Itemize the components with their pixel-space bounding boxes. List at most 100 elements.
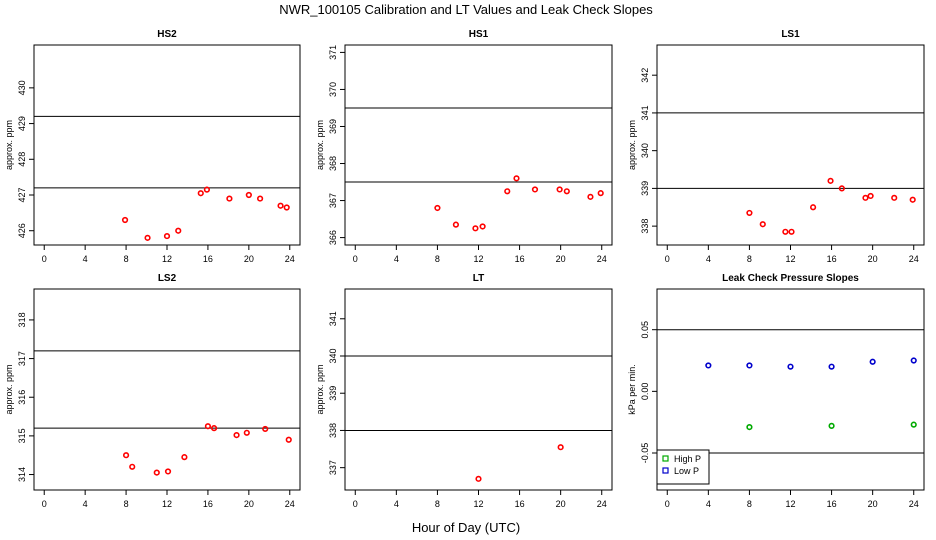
y-tick-label: 366	[328, 230, 338, 245]
x-tick-label: 16	[827, 254, 837, 264]
panel-title: LT	[473, 273, 484, 284]
y-axis-label: approx. ppm	[4, 120, 14, 170]
data-point	[563, 188, 570, 195]
data-point	[597, 190, 604, 197]
y-tick-label: 318	[17, 312, 27, 327]
panel-title: LS1	[781, 29, 800, 40]
x-tick-label: 12	[785, 499, 795, 509]
x-axis-label: Hour of Day (UTC)	[412, 520, 520, 535]
x-tick-label: 20	[868, 254, 878, 264]
data-point	[909, 196, 916, 203]
x-tick-label: 4	[706, 499, 711, 509]
data-point	[809, 204, 817, 211]
y-tick-label: 430	[17, 80, 27, 95]
data-point	[782, 228, 789, 235]
data-point	[787, 363, 794, 370]
data-point	[475, 475, 482, 482]
x-tick-label: 12	[473, 499, 483, 509]
data-point	[204, 423, 212, 430]
data-point	[867, 192, 874, 200]
y-tick-label: -0.05	[640, 443, 650, 464]
data-point	[203, 186, 210, 193]
x-tick-label: 8	[124, 499, 129, 509]
panel-4: LS2 0 4 8 12 16 20 24 314 315 316 317 318 approx. ppm	[4, 273, 301, 509]
data-point	[746, 362, 753, 369]
data-point	[531, 186, 539, 193]
x-tick-label: 4	[394, 499, 399, 509]
data-point	[210, 425, 218, 432]
data-point	[788, 228, 795, 235]
plot-frame	[33, 288, 301, 491]
x-tick-label: 24	[909, 499, 919, 509]
data-point	[175, 227, 182, 234]
data-point	[181, 454, 188, 461]
data-point	[910, 357, 917, 364]
legend-label: High P	[674, 454, 701, 464]
panel-title: HS1	[469, 29, 489, 40]
data-point	[164, 468, 172, 475]
plot-frame	[656, 44, 925, 246]
data-point	[557, 444, 564, 451]
legend-label: Low P	[674, 466, 699, 476]
data-point	[226, 195, 233, 202]
data-point	[862, 194, 869, 201]
data-point	[243, 429, 250, 436]
y-tick-label: 0.00	[640, 383, 650, 401]
data-point	[828, 422, 835, 429]
x-tick-label: 4	[706, 254, 711, 264]
x-tick-label: 4	[83, 254, 88, 264]
chart-legend: High P Low P	[656, 449, 710, 485]
data-point	[759, 221, 766, 228]
chart-panels: HS2 0 4 8 12 16 20 24 426 427 428 429 430 approx. ppm…	[4, 29, 925, 509]
data-point	[121, 216, 129, 224]
data-point	[479, 223, 486, 230]
y-axis-label: approx. ppm	[315, 364, 325, 414]
y-tick-label: 368	[328, 156, 338, 171]
x-tick-label: 0	[42, 499, 47, 509]
data-point	[245, 191, 252, 199]
y-tick-label: 340	[640, 143, 650, 158]
data-point	[283, 204, 290, 211]
x-tick-label: 24	[597, 254, 607, 264]
y-tick-label: 341	[640, 105, 650, 120]
y-axis-label: approx. ppm	[4, 364, 14, 414]
legend-marker	[662, 455, 669, 462]
data-point	[705, 362, 712, 369]
x-tick-label: 12	[162, 254, 172, 264]
x-tick-label: 8	[747, 499, 752, 509]
x-tick-label: 20	[556, 254, 566, 264]
x-tick-label: 0	[353, 499, 358, 509]
data-point	[277, 202, 284, 209]
data-point	[262, 425, 269, 433]
y-tick-label: 316	[17, 390, 27, 405]
x-tick-label: 16	[515, 499, 525, 509]
data-point	[257, 195, 264, 202]
data-point	[153, 469, 160, 476]
x-tick-label: 8	[124, 254, 129, 264]
x-tick-label: 16	[515, 254, 525, 264]
x-tick-label: 20	[556, 499, 566, 509]
y-tick-label: 341	[328, 311, 338, 326]
data-point	[233, 432, 240, 439]
x-tick-label: 0	[353, 254, 358, 264]
y-axis-label: kPa per min.	[627, 364, 637, 415]
plot-frame	[33, 44, 301, 246]
y-axis-label: approx. ppm	[315, 120, 325, 170]
y-tick-label: 367	[328, 193, 338, 208]
x-tick-label: 8	[435, 254, 440, 264]
data-point	[285, 436, 292, 443]
y-tick-label: 426	[17, 223, 27, 238]
y-axis-label: approx. ppm	[627, 120, 637, 170]
y-tick-label: 369	[328, 119, 338, 134]
x-tick-label: 4	[83, 499, 88, 509]
x-tick-label: 0	[42, 254, 47, 264]
x-tick-label: 8	[747, 254, 752, 264]
data-point	[129, 463, 136, 470]
x-tick-label: 0	[665, 499, 670, 509]
y-tick-label: 429	[17, 116, 27, 131]
y-tick-label: 338	[328, 423, 338, 438]
y-tick-label: 340	[328, 348, 338, 363]
plot-frame	[344, 44, 613, 246]
panel-2: HS1 0 4 8 12 16 20 24 366 367 368 369 370 371 approx. …	[315, 29, 613, 264]
